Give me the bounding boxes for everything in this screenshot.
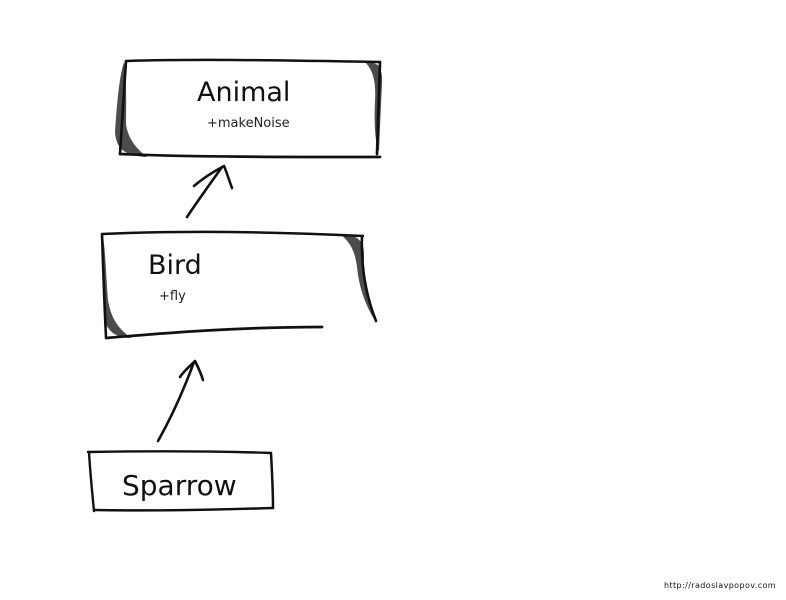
bird-box-left-edge — [100, 232, 108, 339]
animal-box-shadow-left — [115, 62, 147, 157]
sparrow-class-box — [86, 450, 275, 513]
animal-box-top-edge — [124, 58, 381, 64]
animal-box-right-edge — [375, 60, 382, 156]
bird-box-shadow-right — [340, 234, 376, 322]
animal-class-name: Animal — [197, 77, 291, 108]
arrow-head — [178, 359, 205, 382]
bird-method-fly: +fly — [159, 289, 186, 304]
sparrow-class-name: Sparrow — [122, 469, 237, 502]
bird-box-top-edge — [100, 230, 365, 238]
sparrow-to-bird-inheritance-arrow — [156, 359, 205, 443]
bird-box-right-edge — [360, 234, 378, 323]
arrow-shaft — [185, 165, 224, 219]
animal-box-left-edge — [118, 59, 128, 156]
sparrow-box-bottom-edge — [92, 506, 275, 512]
credit-url: http://radoslavpopov.com — [664, 581, 776, 590]
bird-box-bottom-edge — [104, 325, 324, 340]
arrow-head — [192, 164, 234, 190]
sparrow-box-top-edge — [86, 450, 273, 455]
animal-class-box — [115, 58, 383, 159]
animal-method-makenoise: +makeNoise — [207, 116, 290, 131]
sparrow-box-right-edge — [269, 451, 275, 510]
bird-class-name: Bird — [148, 250, 202, 281]
bird-box-shadow-left — [103, 236, 131, 338]
animal-box-bottom-edge — [118, 152, 382, 159]
bird-to-animal-inheritance-arrow — [185, 164, 234, 219]
sparrow-box-left-edge — [87, 450, 96, 513]
bird-class-box — [100, 230, 378, 340]
arrow-shaft — [156, 360, 196, 443]
